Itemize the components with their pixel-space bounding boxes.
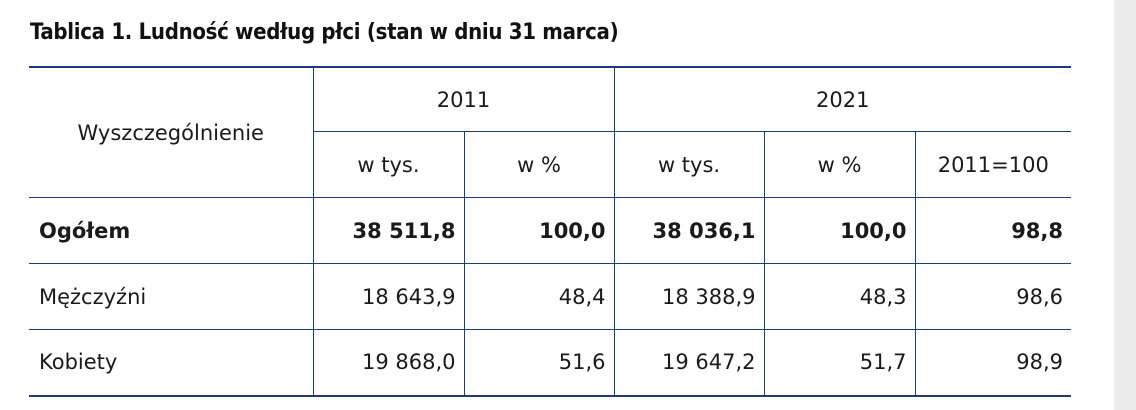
- cell-2011-percent: 51,6: [463, 329, 615, 397]
- subheader-2011-percent: w %: [463, 131, 615, 198]
- cell-index: 98,9: [914, 329, 1072, 397]
- table-row-women: Kobiety 19 868,0 51,6 19 647,2 51,7 98,9: [29, 329, 1072, 397]
- table-title: Tablica 1. Ludność według płci (stan w d…: [30, 20, 619, 45]
- subheader-2021-thousands: w tys.: [613, 131, 765, 198]
- cell-2021-percent: 51,7: [763, 329, 916, 397]
- cell-2021-thousands: 18 388,9: [613, 263, 765, 330]
- row-label: Mężczyźni: [29, 263, 314, 330]
- subheader-index-2011-100: 2011=100: [914, 131, 1072, 198]
- cell-2021-percent: 48,3: [763, 263, 916, 330]
- subheader-2011-thousands: w tys.: [313, 131, 465, 198]
- cell-index: 98,8: [914, 197, 1072, 264]
- row-label: Ogółem: [29, 197, 314, 264]
- cell-2011-thousands: 19 868,0: [312, 329, 465, 397]
- cell-2011-thousands: 18 643,9: [312, 263, 465, 330]
- cell-index: 98,6: [914, 263, 1072, 330]
- cell-2011-thousands: 38 511,8: [312, 197, 465, 264]
- stub-header: Wyszczególnienie: [29, 66, 314, 198]
- subheader-2021-percent: w %: [763, 131, 916, 198]
- population-table: Wyszczególnienie 2011 2021 w tys. w % w …: [29, 66, 1072, 397]
- row-label: Kobiety: [29, 329, 314, 397]
- page-margin-strip: [1114, 0, 1136, 410]
- table-row-total: Ogółem 38 511,8 100,0 38 036,1 100,0 98,…: [29, 197, 1072, 264]
- cell-2011-percent: 100,0: [463, 197, 615, 264]
- cell-2021-thousands: 38 036,1: [613, 197, 765, 264]
- cell-2011-percent: 48,4: [463, 263, 615, 330]
- year-header-2021: 2021: [613, 66, 1072, 132]
- year-header-2011: 2011: [312, 66, 615, 132]
- cell-2021-percent: 100,0: [763, 197, 916, 264]
- cell-2021-thousands: 19 647,2: [613, 329, 765, 397]
- table-row-men: Mężczyźni 18 643,9 48,4 18 388,9 48,3 98…: [29, 263, 1072, 330]
